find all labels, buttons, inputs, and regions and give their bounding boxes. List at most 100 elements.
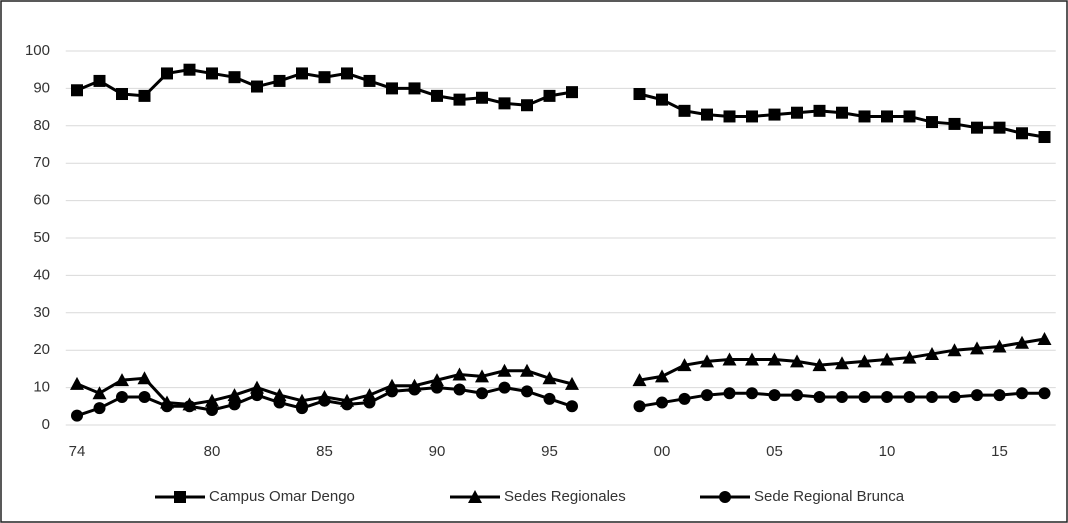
marker (497, 363, 512, 377)
marker (971, 389, 983, 402)
marker (115, 373, 129, 387)
marker (858, 390, 871, 403)
marker (476, 387, 488, 400)
marker (656, 93, 668, 106)
marker (92, 386, 107, 400)
marker (813, 104, 826, 117)
marker (273, 74, 286, 87)
marker (813, 390, 826, 403)
marker (138, 89, 151, 102)
marker (227, 388, 242, 402)
marker (746, 387, 758, 400)
marker (543, 89, 556, 102)
marker (993, 121, 1006, 134)
marker (93, 74, 106, 87)
marker (1016, 127, 1028, 140)
marker (880, 352, 894, 366)
marker (566, 400, 578, 413)
marker (678, 392, 691, 405)
marker (521, 99, 533, 112)
y-tick-label: 60 (33, 192, 50, 209)
marker (1015, 335, 1029, 349)
marker (520, 363, 534, 377)
marker (498, 97, 511, 110)
marker (858, 110, 871, 123)
marker (296, 67, 308, 80)
y-tick-label: 50 (33, 229, 50, 246)
marker (521, 385, 533, 398)
marker (475, 369, 489, 383)
marker (70, 376, 84, 390)
marker (947, 343, 962, 357)
marker (318, 71, 331, 84)
marker (543, 392, 556, 405)
legend-marker (174, 491, 186, 503)
marker (948, 390, 961, 403)
marker (476, 91, 488, 104)
x-tick-label: 05 (766, 443, 783, 460)
marker (228, 398, 241, 411)
marker (881, 390, 893, 403)
marker (205, 393, 219, 407)
marker (701, 108, 713, 121)
series (71, 63, 1051, 144)
marker (206, 67, 218, 80)
marker (903, 390, 916, 403)
marker (1016, 387, 1028, 400)
marker (93, 402, 106, 415)
marker (452, 367, 467, 381)
marker (138, 390, 151, 403)
y-tick-label: 0 (42, 416, 50, 433)
marker (970, 341, 984, 355)
marker (903, 110, 916, 123)
y-tick-label: 40 (33, 266, 50, 283)
x-tick-label: 90 (429, 443, 446, 460)
x-tick-label: 00 (654, 443, 671, 460)
marker (453, 383, 466, 396)
marker (1038, 387, 1051, 400)
marker (431, 381, 443, 394)
marker (971, 121, 983, 134)
marker (542, 371, 557, 385)
marker (116, 88, 128, 101)
marker (273, 396, 286, 409)
marker (251, 389, 263, 402)
marker (71, 84, 83, 97)
marker (790, 354, 804, 368)
marker (183, 400, 196, 413)
legend-marker (719, 491, 731, 503)
marker (161, 67, 173, 80)
marker (677, 358, 692, 372)
marker (948, 117, 961, 130)
x-tick-label: 10 (879, 443, 896, 460)
marker (857, 354, 872, 368)
marker (767, 352, 782, 366)
x-tick-label: 85 (316, 443, 333, 460)
y-tick-label: 100 (25, 42, 50, 59)
marker (723, 387, 736, 400)
marker (925, 346, 939, 360)
marker (408, 82, 421, 95)
marker (1037, 331, 1052, 345)
marker (206, 404, 218, 417)
marker (993, 389, 1006, 402)
marker (137, 371, 152, 385)
marker (363, 396, 376, 409)
legend-label: Sede Regional Brunca (754, 488, 905, 505)
marker (835, 356, 849, 370)
marker (678, 104, 691, 117)
marker (1038, 131, 1051, 144)
series-line (76, 386, 1045, 418)
marker (746, 110, 758, 123)
marker (341, 398, 353, 411)
x-tick-label: 15 (991, 443, 1008, 460)
marker (836, 106, 848, 119)
marker (655, 369, 669, 383)
marker (656, 396, 668, 409)
marker (318, 394, 331, 407)
marker (700, 354, 714, 368)
y-tick-label: 20 (33, 341, 50, 358)
marker (453, 93, 466, 106)
marker (881, 110, 893, 123)
